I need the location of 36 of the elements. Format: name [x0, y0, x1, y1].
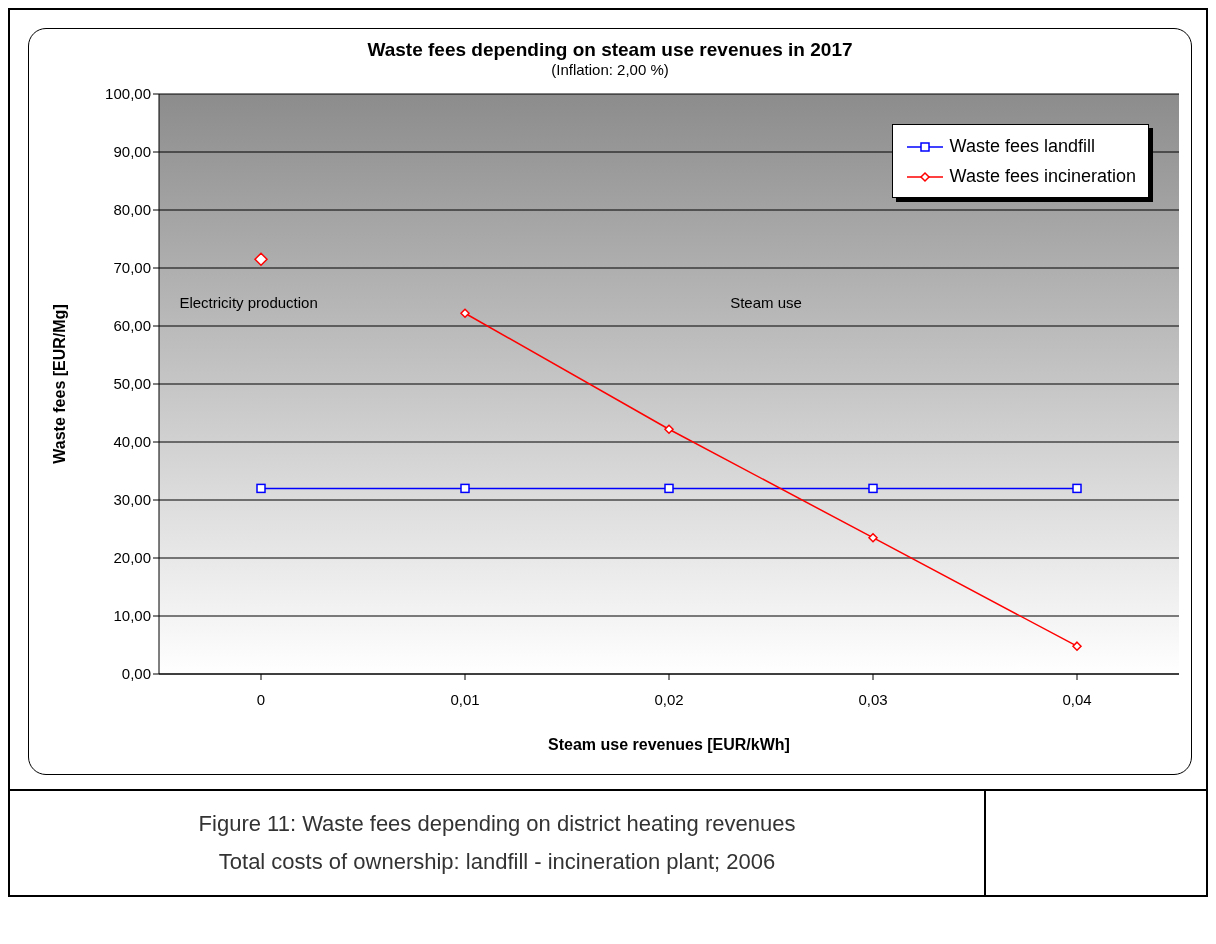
y-tick-label: 50,00: [113, 375, 151, 393]
point: [868, 483, 878, 494]
point: [256, 483, 266, 494]
point: [1072, 641, 1082, 651]
point: [1072, 483, 1082, 494]
caption: Figure 11: Waste fees depending on district heating revenues: [197, 810, 797, 838]
annotation: Steam use: [730, 294, 802, 312]
y-tick-label: 100,00: [105, 85, 151, 103]
y-tick-label: 80,00: [113, 201, 151, 219]
x-tick-label: 0,03: [858, 690, 888, 708]
x-tick-label: 0,02: [654, 690, 684, 708]
point: [664, 424, 674, 434]
text: Total costs of ownership: landfill - incineration plant; 2006: [217, 848, 777, 876]
chart-subtitle: (Inflation: 2,00 %): [550, 61, 670, 78]
y-tick-label: 60,00: [113, 317, 151, 335]
x-tick-label: 0: [256, 690, 266, 708]
y-tick-label: 10,00: [113, 607, 151, 625]
annotation: Electricity production: [179, 294, 318, 312]
y-tick-label: 70,00: [113, 259, 151, 277]
y-tick-label: 20,00: [113, 549, 151, 567]
y-tick-label: 0,00: [121, 665, 151, 683]
point: [460, 308, 470, 318]
point: [664, 483, 674, 494]
x-axis-title: Steam use revenues [EUR/kWh]: [548, 736, 790, 753]
legend-label: Waste fees landfill: [948, 135, 1096, 158]
point: [254, 252, 268, 267]
point: [460, 483, 470, 494]
x-tick-label: 0,01: [450, 690, 480, 708]
x-tick-label: 0,04: [1062, 690, 1092, 708]
point: [868, 532, 878, 543]
y-tick-label: 40,00: [113, 433, 151, 451]
legend-label: Waste fees incineration: [948, 165, 1136, 188]
y-axis-title: Waste fees [EUR/Mg]: [50, 304, 68, 464]
y-tick-label: 90,00: [113, 143, 151, 161]
chart-title: Waste fees depending on steam use revenues in 2017: [366, 39, 854, 61]
y-tick-label: 30,00: [113, 491, 151, 509]
